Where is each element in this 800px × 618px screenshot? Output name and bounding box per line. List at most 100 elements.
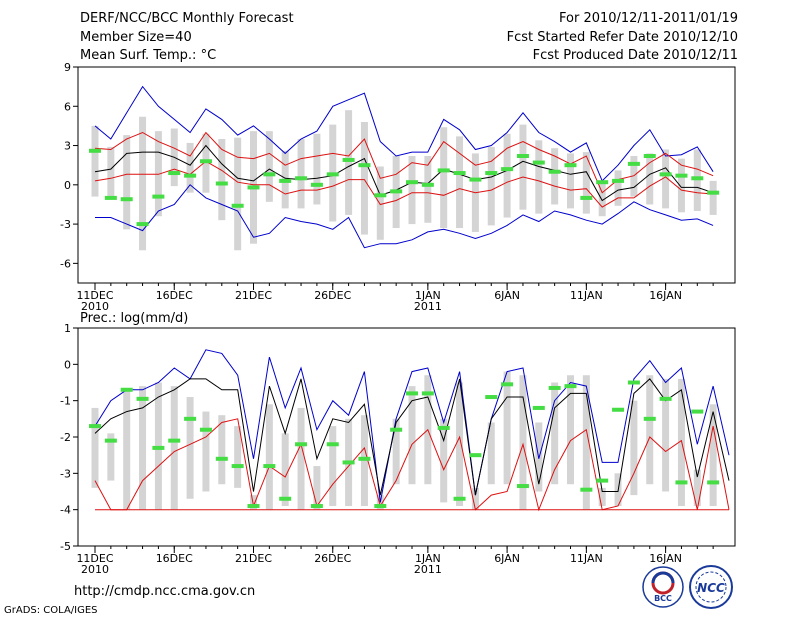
spread-bar [218, 139, 226, 221]
observation-marker [406, 180, 418, 185]
observation-marker [580, 195, 593, 200]
observation-marker [421, 182, 434, 187]
spread-bar [709, 404, 717, 507]
observation-marker [707, 480, 720, 485]
spread-bar [123, 389, 131, 510]
bcc-logo-ring [642, 566, 684, 608]
observation-marker [659, 396, 672, 401]
observation-marker [310, 182, 323, 187]
observation-marker [421, 391, 434, 396]
series-line-ensemble-mean [94, 144, 714, 202]
y-tick-label: 1 [64, 322, 71, 335]
source-url[interactable]: http://cmdp.ncc.cma.gov.cn [74, 584, 256, 599]
spread-bar [202, 411, 210, 492]
spread-bar [392, 418, 400, 485]
spread-bar [646, 153, 654, 205]
bcc-logo-arc [651, 571, 675, 584]
y-tick-label: -5 [60, 540, 71, 553]
spread-bar [693, 469, 701, 507]
bcc-logo: BCC [642, 566, 684, 608]
spread-bar [91, 125, 99, 197]
x-tick-label: 26DEC [314, 552, 351, 565]
spread-bar [614, 170, 622, 206]
bcc-logo-text: BCC [654, 594, 672, 603]
grads-credit: GrADS: COLA/IGES [4, 605, 98, 616]
spread-bar [551, 382, 559, 485]
spread-bar [630, 156, 638, 197]
spread-bar [376, 166, 384, 240]
x-tick-label: 21DEC [235, 552, 272, 565]
observation-marker [437, 425, 450, 430]
observation-marker [643, 154, 656, 159]
series-line-ensemble-max [95, 184, 714, 249]
y-tick-label: 9 [64, 61, 71, 74]
observation-marker [152, 194, 165, 199]
observation-marker [691, 409, 704, 414]
y-tick-label: 0 [64, 358, 71, 371]
y-tick-label: -3 [60, 218, 71, 231]
observation-marker [231, 464, 244, 469]
observation-marker [485, 395, 498, 400]
observation-marker [152, 445, 165, 450]
observation-marker [184, 173, 197, 178]
observation-marker [596, 478, 609, 483]
observation-marker [580, 487, 593, 492]
observation-marker [120, 197, 133, 202]
spread-bar [107, 433, 115, 481]
x-tick-label: 16DEC [156, 552, 193, 565]
forecast-period: For 2010/12/11-2011/01/19 [559, 11, 738, 26]
observation-marker [326, 442, 339, 447]
observation-marker [453, 496, 466, 501]
x-tick-label: 11DEC [76, 289, 113, 302]
observation-marker [199, 427, 212, 432]
observation-marker [342, 157, 355, 162]
observation-marker [675, 480, 688, 485]
x-tick-label: 16DEC [156, 289, 193, 302]
observation-marker [295, 442, 308, 447]
spread-bar [519, 124, 527, 210]
y-tick-label: -1 [60, 395, 71, 408]
spread-bar [456, 136, 464, 229]
x-tick-label: 11DEC [76, 552, 113, 565]
observation-marker [659, 172, 672, 177]
ncc-logo-text: NCC [697, 581, 725, 595]
spread-bar [709, 180, 717, 215]
series-line-lower-quartile [94, 418, 730, 512]
spread-bar [186, 397, 194, 499]
observation-marker [104, 195, 117, 200]
observation-marker [707, 190, 720, 195]
spread-bar [503, 371, 511, 485]
observation-marker [596, 180, 609, 185]
observation-marker [612, 407, 625, 412]
observation-marker [564, 163, 577, 168]
observation-marker [469, 177, 482, 182]
spread-bar [487, 422, 495, 485]
member-size-label: Member Size=40 [80, 30, 192, 45]
observation-marker [136, 396, 149, 401]
observation-marker [374, 193, 387, 198]
observation-marker [564, 384, 577, 389]
x-tick-label: 6JAN [494, 289, 520, 302]
observation-marker [406, 391, 418, 396]
spread-bar [281, 433, 289, 507]
observation-marker [89, 424, 101, 429]
series-line-upper-quartile [94, 378, 730, 496]
ncc-logo-globe [695, 571, 727, 603]
observation-marker [532, 405, 545, 410]
observation-marker [453, 171, 466, 176]
x-tick-label: 6JAN [494, 552, 520, 565]
spread-bar [582, 152, 590, 214]
observation-marker [168, 438, 181, 443]
y-tick-label: 6 [64, 100, 71, 113]
spread-bar [408, 156, 416, 225]
x-tick-year-label: 2011 [414, 300, 442, 313]
x-tick-label: 16JAN [649, 552, 682, 565]
observation-marker [643, 416, 656, 421]
spread-bar [582, 375, 590, 510]
observation-marker [612, 178, 625, 183]
observation-marker [390, 189, 403, 194]
series-line-ensemble-max [94, 349, 730, 503]
observation-marker [263, 464, 276, 469]
observation-marker [279, 178, 292, 183]
